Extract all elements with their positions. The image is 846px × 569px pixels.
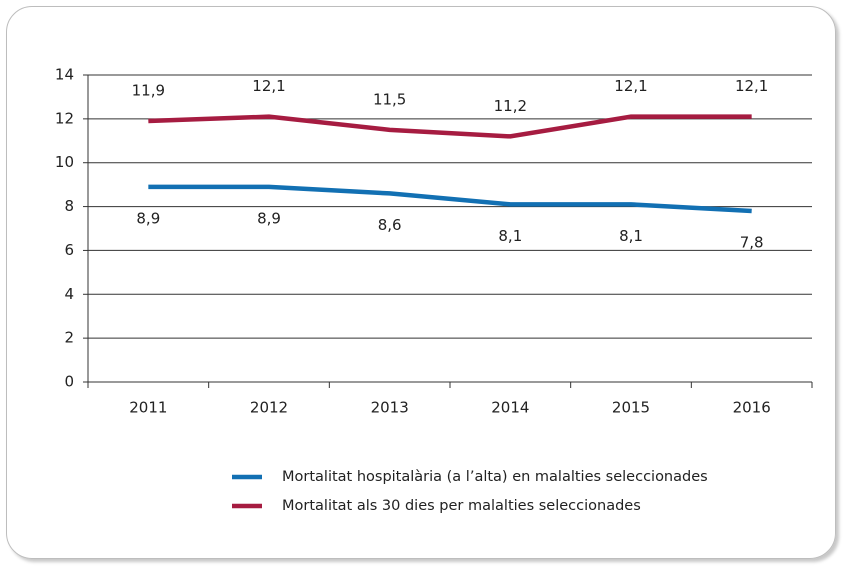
- data-label: 12,1: [735, 77, 768, 95]
- data-label: 7,8: [740, 233, 764, 251]
- data-label: 11,2: [494, 97, 527, 115]
- x-tick-label: 2012: [250, 399, 288, 417]
- data-label: 8,1: [619, 227, 643, 245]
- data-label: 8,6: [378, 216, 402, 234]
- x-tick-label: 2015: [612, 399, 650, 417]
- y-tick-label: 10: [55, 153, 74, 171]
- series-line: [148, 114, 752, 139]
- y-tick-label: 8: [64, 197, 74, 215]
- x-tick-label: 2011: [129, 399, 167, 417]
- data-label: 12,1: [614, 77, 647, 95]
- y-tick-label: 12: [55, 109, 74, 127]
- y-tick-label: 6: [64, 241, 74, 259]
- x-tick-label: 2013: [371, 399, 409, 417]
- data-label: 8,9: [257, 209, 281, 227]
- data-label: 11,9: [132, 82, 165, 100]
- data-label: 8,9: [136, 209, 160, 227]
- data-label: 8,1: [498, 227, 522, 245]
- y-tick-label: 14: [55, 66, 74, 84]
- chart-frame: [6, 6, 836, 559]
- data-label: 11,5: [373, 90, 406, 108]
- series-line: [148, 184, 752, 214]
- legend-label: Mortalitat als 30 dies per malalties sel…: [282, 498, 641, 514]
- y-tick-label: 0: [64, 373, 74, 391]
- legend-label: Mortalitat hospitalària (a l’alta) en ma…: [282, 469, 708, 485]
- data-label: 12,1: [252, 77, 285, 95]
- y-tick-label: 4: [64, 285, 74, 303]
- x-tick-label: 2014: [491, 399, 529, 417]
- y-tick-label: 2: [64, 329, 74, 347]
- x-tick-label: 2016: [733, 399, 771, 417]
